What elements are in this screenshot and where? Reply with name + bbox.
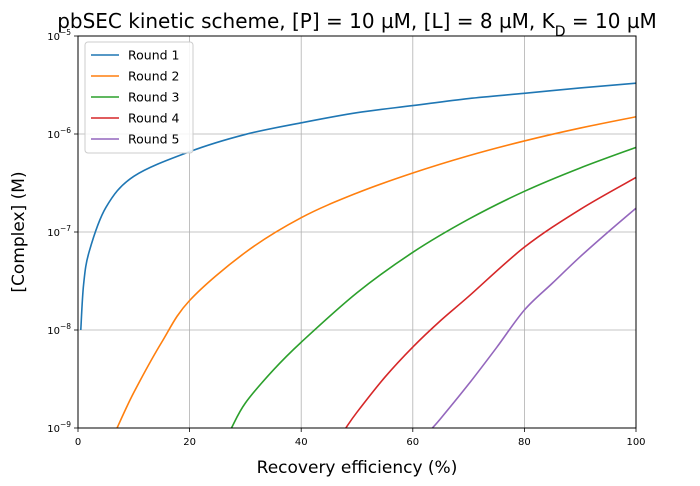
legend-label-round-2: Round 2 <box>128 69 179 84</box>
x-axis-label: Recovery efficiency (%) <box>257 458 458 478</box>
y-tick-label: 10−7 <box>47 224 71 239</box>
y-tick-base: 10 <box>47 32 60 43</box>
y-tick-base: 10 <box>47 228 60 239</box>
series-layer <box>79 82 637 429</box>
y-tick-exponent: −6 <box>60 126 71 135</box>
series-line-round-1 <box>79 82 637 331</box>
legend-label-round-1: Round 1 <box>128 48 179 63</box>
legend-box <box>84 41 194 154</box>
x-tick-label: 100 <box>626 437 645 448</box>
y-tick-exponent: −5 <box>60 28 71 37</box>
legend-label-round-5: Round 5 <box>128 132 179 147</box>
chart-title: pbSEC kinetic scheme, [P] = 10 µM, [L] =… <box>57 9 657 40</box>
y-tick-label: 10−9 <box>47 420 71 435</box>
series-line-round-3 <box>230 146 637 429</box>
legend-label-round-4: Round 4 <box>128 111 180 126</box>
y-tick-exponent: −8 <box>60 322 71 331</box>
series-line-round-5 <box>431 207 637 429</box>
x-tick-label: 40 <box>295 437 308 448</box>
chart-title-subscript: D <box>555 24 566 40</box>
x-axis-ticks: 0 20 40 60 80 100 <box>75 428 646 448</box>
y-tick-base: 10 <box>47 326 60 337</box>
y-tick-label: 10−5 <box>47 28 71 43</box>
legend-label-round-3: Round 3 <box>128 90 179 105</box>
x-tick-label: 60 <box>406 437 419 448</box>
y-tick-label: 10−6 <box>47 126 71 141</box>
y-tick-exponent: −7 <box>60 224 71 233</box>
y-axis-ticks: 10−910−810−710−610−5 <box>47 28 78 435</box>
chart-title-tail: = 10 µM <box>566 9 657 33</box>
y-tick-exponent: −9 <box>60 420 71 429</box>
x-tick-label: 80 <box>518 437 531 448</box>
legend: Round 1 Round 2 Round 3 Round 4 Round 5 <box>84 41 194 154</box>
x-tick-label: 0 <box>75 437 81 448</box>
series-line-round-2 <box>116 115 637 429</box>
y-axis-label: [Complex] (M) <box>9 171 29 292</box>
y-tick-base: 10 <box>47 130 60 141</box>
y-tick-base: 10 <box>47 424 60 435</box>
x-tick-label: 20 <box>183 437 196 448</box>
series-line-round-4 <box>345 176 637 429</box>
y-tick-label: 10−8 <box>47 322 71 337</box>
